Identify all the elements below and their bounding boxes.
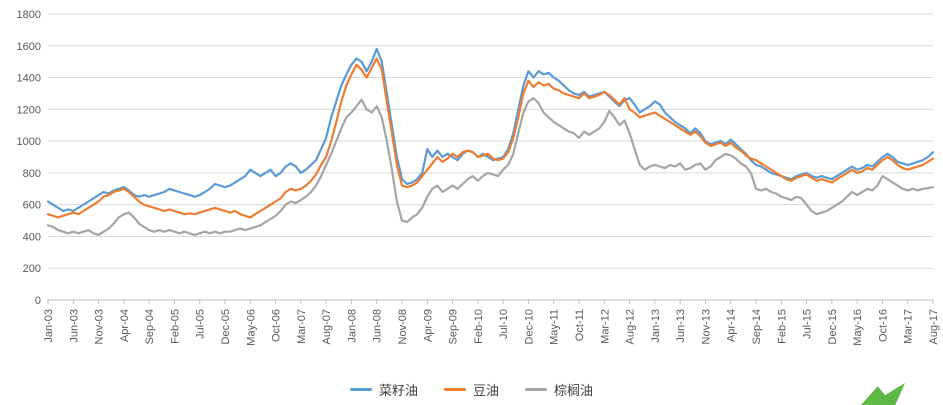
svg-text:Feb-05: Feb-05 <box>169 309 181 344</box>
svg-text:May-06: May-06 <box>245 309 257 346</box>
svg-text:Aug-07: Aug-07 <box>321 309 333 344</box>
rapeseed-oil-line-swatch <box>349 388 372 391</box>
chart-plot-area: 0 200 400 600 800 1000 1200 1400 1600 1800 Jan-03… <box>17 9 940 346</box>
legend-label-soybean-oil: 豆油 <box>472 383 499 398</box>
svg-text:Mar-07: Mar-07 <box>296 309 308 344</box>
x-axis-ticks <box>47 300 934 304</box>
svg-text:400: 400 <box>23 231 41 243</box>
svg-text:Jan-08: Jan-08 <box>346 309 358 343</box>
svg-text:Sep-04: Sep-04 <box>144 309 156 344</box>
svg-text:Mar-12: Mar-12 <box>599 309 611 344</box>
svg-text:800: 800 <box>23 168 41 180</box>
series-lines <box>46 47 935 236</box>
svg-text:Jun-08: Jun-08 <box>372 309 384 343</box>
svg-text:Jul-10: Jul-10 <box>498 309 510 339</box>
svg-text:Nov-03: Nov-03 <box>94 309 106 344</box>
svg-text:Sep-09: Sep-09 <box>448 309 460 344</box>
svg-text:May-16: May-16 <box>852 309 864 346</box>
svg-text:Jul-15: Jul-15 <box>802 309 814 339</box>
svg-text:Oct-06: Oct-06 <box>271 309 283 342</box>
svg-text:Feb-15: Feb-15 <box>776 309 788 344</box>
soybean-oil-line-swatch <box>443 388 466 391</box>
y-axis-labels: 0 200 400 600 800 1000 1200 1400 1600 1800 <box>17 9 41 307</box>
svg-text:1600: 1600 <box>17 41 41 53</box>
svg-text:Feb-10: Feb-10 <box>473 309 485 344</box>
svg-text:1000: 1000 <box>17 136 41 148</box>
svg-text:1800: 1800 <box>17 9 41 21</box>
svg-text:Jun-03: Jun-03 <box>68 309 80 343</box>
svg-text:Dec-10: Dec-10 <box>523 309 535 344</box>
svg-text:0: 0 <box>35 295 41 307</box>
svg-text:Oct-16: Oct-16 <box>877 309 889 342</box>
svg-text:1400: 1400 <box>17 73 41 85</box>
svg-text:1200: 1200 <box>17 104 41 116</box>
svg-text:Nov-08: Nov-08 <box>397 309 409 344</box>
svg-text:Apr-09: Apr-09 <box>422 309 434 342</box>
svg-text:Sep-14: Sep-14 <box>751 309 763 344</box>
svg-text:Apr-14: Apr-14 <box>726 309 738 342</box>
svg-text:May-11: May-11 <box>549 309 561 345</box>
svg-text:Nov-13: Nov-13 <box>700 309 712 344</box>
legend-item-soybean-oil: 豆油 <box>443 380 499 399</box>
svg-text:Apr-04: Apr-04 <box>119 309 131 342</box>
svg-text:Aug-12: Aug-12 <box>625 309 637 344</box>
svg-text:Jan-13: Jan-13 <box>650 309 662 343</box>
chart-legend: 菜籽油 豆油 棕榈油 <box>0 380 943 399</box>
svg-text:Dec-05: Dec-05 <box>220 309 232 344</box>
legend-item-rapeseed-oil: 菜籽油 <box>349 380 418 399</box>
svg-text:Aug-17: Aug-17 <box>928 309 940 344</box>
svg-text:Jul-05: Jul-05 <box>195 309 207 339</box>
svg-text:Jan-03: Jan-03 <box>43 309 55 343</box>
svg-text:200: 200 <box>23 263 41 275</box>
svg-text:600: 600 <box>23 200 41 212</box>
palm-oil-line-swatch <box>525 388 547 391</box>
svg-text:Dec-15: Dec-15 <box>827 309 839 344</box>
legend-item-palm-oil: 棕榈油 <box>525 380 593 399</box>
x-axis-labels: Jan-03 Jun-03 Nov-03 Apr-04 Sep-04 Feb-05 Jul-… <box>43 309 940 346</box>
svg-text:Mar-17: Mar-17 <box>903 309 915 344</box>
legend-label-rapeseed-oil: 菜籽油 <box>378 383 418 398</box>
legend-label-palm-oil: 棕榈油 <box>554 383 594 398</box>
svg-text:Oct-11: Oct-11 <box>574 309 586 341</box>
svg-text:Jun-13: Jun-13 <box>675 309 687 343</box>
